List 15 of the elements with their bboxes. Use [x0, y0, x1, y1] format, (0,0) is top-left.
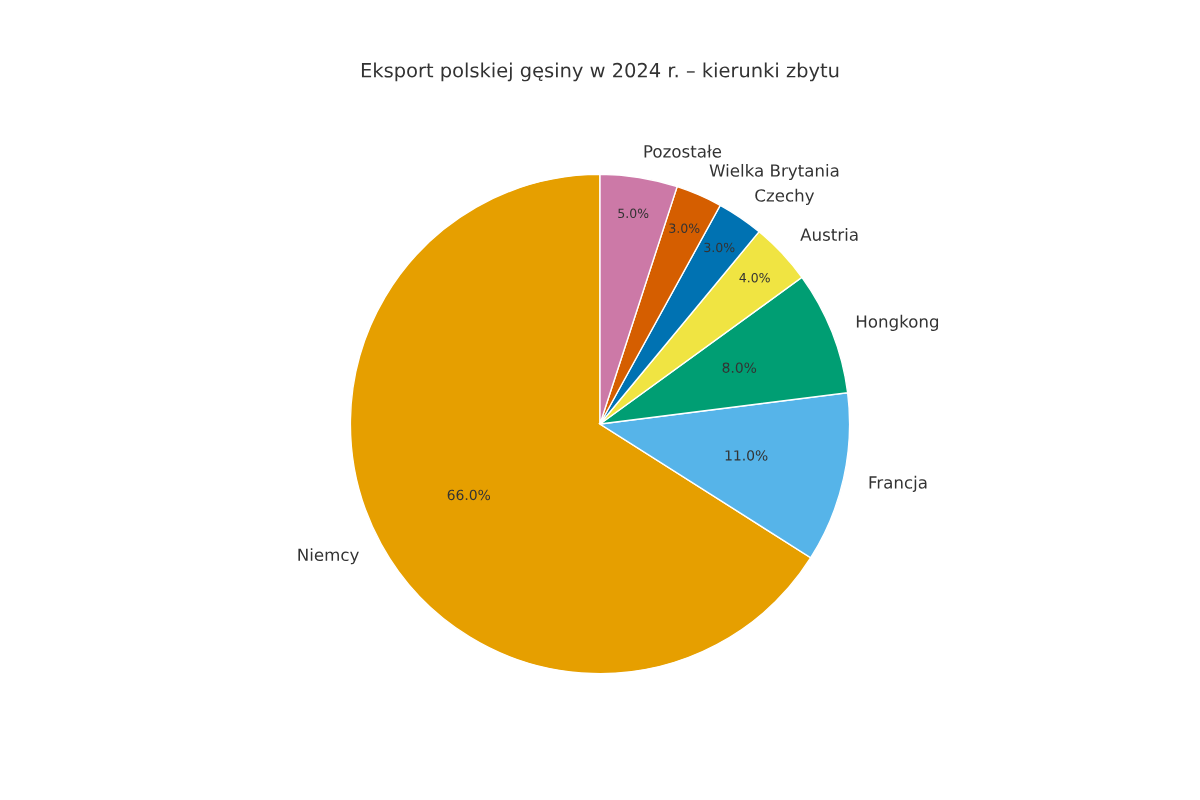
slice-label: Pozostałe	[644, 144, 722, 158]
data-label: 3.0%	[704, 242, 735, 253]
data-label: 66.0%	[447, 489, 491, 501]
chart-title: Eksport polskiej gęsiny w 2024 r. – kierunki zbytu	[361, 62, 839, 82]
slice-label: Niemcy	[298, 548, 359, 565]
slice-label: Czechy	[755, 188, 815, 205]
data-label: 5.0%	[618, 208, 649, 219]
slice-label: Francja	[869, 475, 927, 492]
data-label: 11.0%	[725, 450, 768, 461]
slice-label: Austria	[800, 227, 858, 241]
data-label: 8.0%	[722, 362, 757, 373]
slice-label: Wielka Brytania	[709, 163, 839, 181]
slice-label: Hongkong	[856, 314, 939, 331]
data-label: 4.0%	[739, 272, 770, 283]
data-label: 3.0%	[669, 223, 700, 233]
